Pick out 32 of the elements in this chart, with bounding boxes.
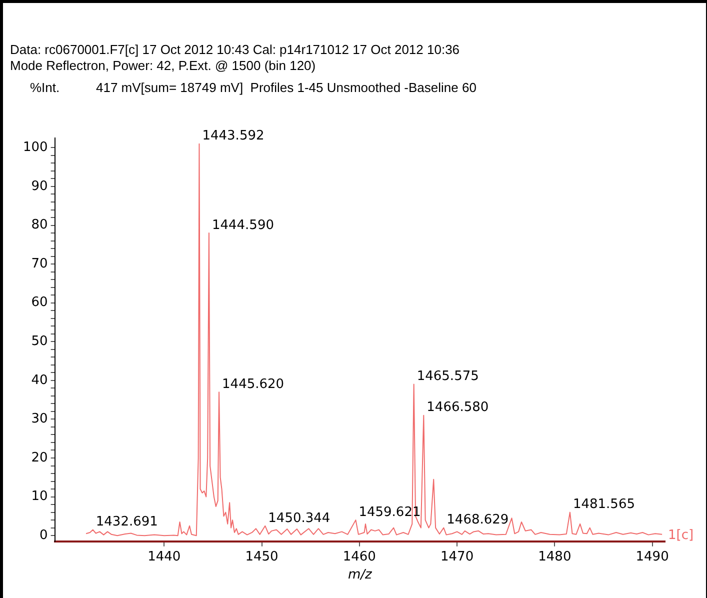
annotation: 1466.580	[426, 400, 489, 416]
annotation: 1465.575	[416, 369, 479, 384]
series-label: 1[c]	[668, 528, 694, 543]
x-tick-label: 1440	[148, 550, 181, 565]
y-tick-label: 90	[31, 178, 48, 194]
y-tick-label: 20	[31, 450, 48, 466]
text: 417 mV[sum= 18749 mV] Profiles 1-45 Unsmoothed -Baseline 60	[96, 80, 476, 95]
y-tick-label: 100	[22, 140, 48, 156]
chart-title: Data: rc0670001.F7[c] 17 Oct 2012 10:43 Cal: p14r171012 17 Oct 2012 10:36	[10, 42, 460, 58]
x-tick-label: 1460	[342, 550, 376, 565]
y-tick-label: 60	[31, 295, 48, 310]
annotation: 1445.620	[222, 376, 284, 392]
y-tick-label: 40	[31, 372, 48, 388]
x-tick-label: 1450	[245, 550, 278, 565]
annotation: 1450.344	[268, 510, 330, 526]
annotation: 1444.590	[212, 218, 274, 233]
y-axis-title: %Int.	[30, 80, 60, 95]
annotation: 1432.691	[96, 514, 158, 530]
annotation: 1468.629	[446, 512, 509, 528]
x-axis-title: m/z	[348, 567, 374, 582]
chart-subtitle: Mode Reflectron, Power: 42, P.Ext. @ 1500 (bin 120)	[10, 58, 317, 74]
annotation: 1443.592	[202, 128, 264, 144]
y-tick-label: 70	[31, 256, 48, 272]
y-tick-label: 80	[31, 218, 48, 233]
y-tick-label: 30	[31, 412, 48, 427]
x-tick-label: 1470	[440, 550, 474, 565]
y-tick-label: 0	[40, 528, 48, 543]
x-tick-label: 1490	[636, 550, 669, 565]
x-tick-label: 1480	[538, 550, 572, 565]
y-tick-label: 50	[31, 334, 48, 350]
annotation: 1481.565	[572, 497, 635, 512]
y-tick-label: 10	[31, 489, 48, 504]
